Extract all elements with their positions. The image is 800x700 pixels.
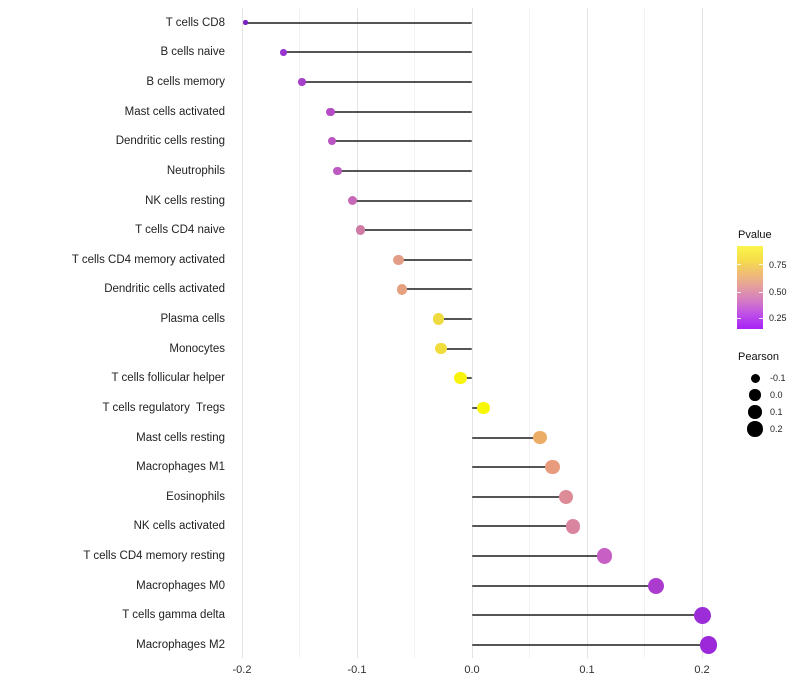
y-axis-label: Macrophages M2 xyxy=(136,639,225,652)
lollipop-stem xyxy=(331,140,472,143)
lollipop-stem xyxy=(440,347,472,350)
lollipop-point xyxy=(559,489,574,505)
pvalue-colorbar-tick xyxy=(737,317,741,319)
pearson-legend-label: 0.1 xyxy=(770,407,783,417)
gridline-major xyxy=(586,8,588,658)
y-axis-label: T cells gamma delta xyxy=(122,609,225,622)
y-axis-label: T cells CD4 naive xyxy=(135,224,225,237)
lollipop-stem xyxy=(398,258,472,261)
gridline-major xyxy=(471,8,473,658)
lollipop-point xyxy=(243,20,248,25)
y-axis-label: Mast cells activated xyxy=(124,105,225,118)
pvalue-colorbar-tick xyxy=(759,291,763,293)
y-axis-label: T cells CD4 memory resting xyxy=(83,550,225,563)
pvalue-legend-title: Pvalue xyxy=(738,229,772,241)
gridline-minor xyxy=(414,8,415,658)
lollipop-point xyxy=(565,519,581,534)
pearson-legend-circle xyxy=(750,373,760,383)
lollipop-stem xyxy=(283,51,472,54)
y-axis-label: Neutrophils xyxy=(166,164,225,177)
lollipop-point xyxy=(693,606,711,624)
y-axis-label: NK cells resting xyxy=(145,194,225,207)
lollipop-point xyxy=(393,254,404,265)
lollipop-point xyxy=(327,137,336,146)
lollipop-point xyxy=(333,166,342,176)
lollipop-point xyxy=(545,460,560,475)
lollipop-stem xyxy=(360,229,472,232)
lollipop-stem xyxy=(438,318,472,321)
gridline-major xyxy=(701,8,703,658)
lollipop-point xyxy=(298,78,306,86)
lollipop-point xyxy=(396,284,408,295)
y-axis-label: Plasma cells xyxy=(160,313,225,326)
x-axis-tick-label: 0.0 xyxy=(464,664,480,676)
lollipop-point xyxy=(700,636,718,654)
y-axis-label: Mast cells resting xyxy=(136,431,225,444)
y-axis-label: Eosinophils xyxy=(166,490,225,503)
x-axis-tick-label: -0.1 xyxy=(347,664,367,676)
lollipop-stem xyxy=(330,110,472,113)
lollipop-stem xyxy=(301,80,472,83)
pearson-legend-label: 0.2 xyxy=(770,424,783,434)
y-axis-label: Monocytes xyxy=(169,342,225,355)
y-axis-label: Macrophages M0 xyxy=(136,579,225,592)
pvalue-tick-label: 0.25 xyxy=(769,313,787,324)
lollipop-stem xyxy=(472,466,553,469)
pearson-legend-title: Pearson xyxy=(738,351,779,363)
lollipop-point xyxy=(454,372,467,385)
gridline-minor xyxy=(644,8,645,658)
lollipop-stem xyxy=(472,436,540,439)
lollipop-point xyxy=(432,313,445,325)
lollipop-stem xyxy=(401,288,472,291)
y-axis-label: Dendritic cells activated xyxy=(104,283,225,296)
lollipop-stem xyxy=(472,614,702,617)
y-axis-label: B cells memory xyxy=(146,75,225,88)
pvalue-tick-label: 0.75 xyxy=(769,259,787,270)
gridline-minor xyxy=(299,8,300,658)
lollipop-point xyxy=(477,401,490,415)
lollipop-stem xyxy=(337,169,472,172)
x-axis-tick-label: 0.1 xyxy=(579,664,595,676)
y-axis-label: B cells naive xyxy=(160,46,225,59)
lollipop-stem xyxy=(472,644,709,647)
y-axis-label: Dendritic cells resting xyxy=(115,135,225,148)
y-axis-label: T cells regulatory Tregs xyxy=(102,401,225,414)
lollipop-point xyxy=(647,577,665,594)
lollipop-point xyxy=(347,196,357,205)
pvalue-tick-label: 0.50 xyxy=(769,287,787,298)
lollipop-stem xyxy=(472,555,605,558)
pearson-legend-circle xyxy=(749,389,761,401)
lollipop-point xyxy=(596,548,612,564)
pvalue-colorbar-gradient xyxy=(737,246,763,329)
lollipop-stem xyxy=(245,21,472,24)
gridline-major xyxy=(356,8,358,658)
lollipop-point xyxy=(435,342,447,355)
lollipop-stem xyxy=(472,495,567,498)
y-axis-label: NK cells activated xyxy=(133,520,225,533)
x-axis-tick-label: 0.2 xyxy=(694,664,710,676)
lollipop-point xyxy=(355,225,366,235)
y-axis-label: T cells follicular helper xyxy=(111,372,225,385)
gridline-minor xyxy=(529,8,530,658)
y-axis-label: T cells CD8 xyxy=(165,16,225,29)
pearson-legend-circle xyxy=(748,405,762,419)
pvalue-colorbar-tick xyxy=(759,264,763,265)
lollipop-stem xyxy=(352,199,472,202)
gridline-major xyxy=(241,8,243,658)
y-axis-label: Macrophages M1 xyxy=(136,461,225,474)
pearson-legend-label: -0.1 xyxy=(770,373,786,383)
pearson-legend-label: 0.0 xyxy=(770,390,783,400)
pearson-legend-circle xyxy=(747,421,763,437)
pvalue-colorbar-tick xyxy=(737,264,741,265)
y-axis-label: T cells CD4 memory activated xyxy=(71,253,225,266)
pvalue-colorbar-tick xyxy=(737,291,741,293)
lollipop-stem xyxy=(472,584,656,587)
pvalue-colorbar-tick xyxy=(759,317,763,319)
lollipop-stem xyxy=(472,525,574,528)
lollipop-point xyxy=(532,430,547,445)
lollipop-point xyxy=(280,49,287,56)
lollipop-point xyxy=(326,107,335,116)
x-axis-tick-label: -0.2 xyxy=(232,664,252,676)
